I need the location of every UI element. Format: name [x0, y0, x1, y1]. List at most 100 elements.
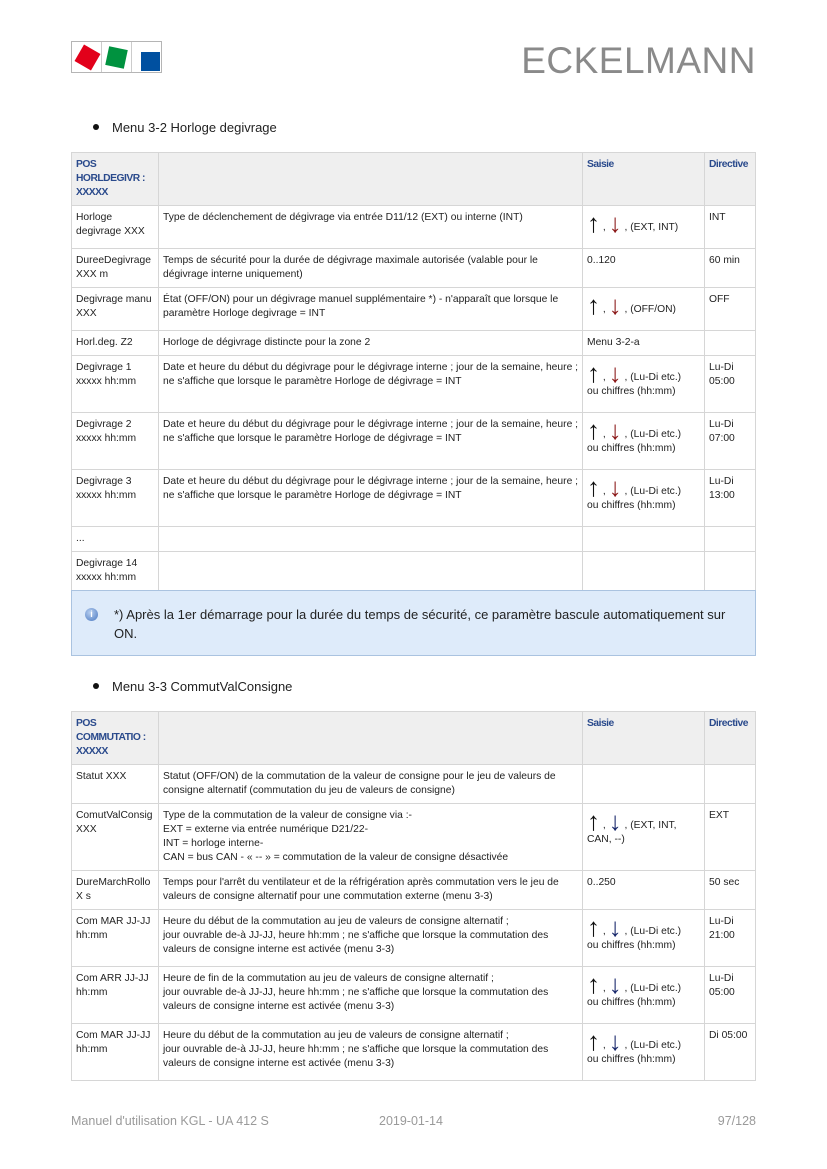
header-row: POS COMMUTATIO : XXXXX Saisie Directive: [71, 711, 756, 765]
saisie-options: , (OFF/ON): [624, 304, 676, 315]
comma: ,: [600, 222, 609, 233]
header-row: POS HORLDEGIVR : XXXXX Saisie Directive: [71, 152, 756, 206]
footer-page: 97/128: [717, 1114, 756, 1128]
description-cell: Temps pour l'arrêt du ventilateur et de …: [158, 870, 583, 910]
arrow-down-icon: ↓: [608, 806, 622, 836]
comma: ,: [600, 1040, 609, 1051]
directive-cell: [704, 330, 756, 356]
column-header: [158, 152, 583, 206]
description-cell: État (OFF/ON) pour un dégivrage manuel s…: [158, 287, 583, 331]
pos-cell: Degivrage manu XXX: [71, 287, 159, 331]
saisie-value: Menu 3-2-a: [587, 337, 640, 348]
table-row: DureMarchRollo X s Temps pour l'arrêt du …: [71, 870, 756, 910]
arrow-up-icon: ↑: [587, 208, 600, 238]
table-row: Degivrage manu XXX État (OFF/ON) pour un …: [71, 287, 756, 331]
saisie-options: , (Lu-Di etc.): [624, 1040, 682, 1051]
description-cell: Heure de fin de la commutation au jeu de…: [158, 966, 583, 1024]
table-row: Com ARR JJ-JJ hh:mm Heure de fin de la co…: [71, 966, 756, 1024]
description-cell: [158, 551, 583, 591]
comma: ,: [600, 304, 609, 315]
column-header: Directive: [704, 711, 756, 765]
column-header: POS HORLDEGIVR : XXXXX: [71, 152, 159, 206]
saisie-cell: 0..120: [582, 248, 705, 288]
column-header: [158, 711, 583, 765]
arrow-down-icon: ↓: [608, 1026, 622, 1056]
saisie-options: , (Lu-Di etc.): [624, 926, 682, 937]
description-cell: Horloge de dégivrage distincte pour la z…: [158, 330, 583, 356]
saisie-extra: ou chiffres (hh:mm): [587, 500, 676, 511]
arrow-up-icon: ↑: [587, 806, 600, 836]
saisie-options: , (EXT, INT): [624, 222, 679, 233]
directive-cell: Lu-Di 05:00: [704, 355, 756, 413]
directive-cell: Di 05:00: [704, 1023, 756, 1081]
saisie-extra: ou chiffres (hh:mm): [587, 386, 676, 397]
section-title-horloge: Menu 3-2 Horloge degivrage: [93, 120, 277, 135]
table-row: ...: [71, 526, 756, 552]
pos-cell: ComutValConsig XXX: [71, 803, 159, 871]
saisie-cell: ↑ , ↓ , (Lu-Di etc.) ou chiffres (hh:mm): [582, 355, 705, 413]
column-header: Saisie: [582, 152, 705, 206]
section-title-commut: Menu 3-3 CommutValConsigne: [93, 679, 292, 694]
saisie-options: , (Lu-Di etc.): [624, 372, 682, 383]
arrow-down-icon: ↓: [608, 208, 622, 238]
arrow-down-icon: ↓: [608, 912, 622, 942]
saisie-cell: [582, 551, 705, 591]
arrow-down-icon: ↓: [608, 290, 622, 320]
table-row: Degivrage 2 xxxxx hh:mm Date et heure du …: [71, 412, 756, 470]
saisie-options: , (Lu-Di etc.): [624, 429, 682, 440]
table-row: Degivrage 14 xxxxx hh:mm: [71, 551, 756, 591]
directive-cell: INT: [704, 205, 756, 249]
column-header: Saisie: [582, 711, 705, 765]
directive-cell: 60 min: [704, 248, 756, 288]
saisie-value: 0..250: [587, 877, 616, 888]
info-note: i *) Après la 1er démarrage pour la durée…: [71, 590, 756, 656]
arrow-up-icon: ↑: [587, 969, 600, 999]
saisie-cell: 0..250: [582, 870, 705, 910]
pos-cell: Horloge degivrage XXX: [71, 205, 159, 249]
arrow-up-icon: ↑: [587, 912, 600, 942]
saisie-extra: ou chiffres (hh:mm): [587, 443, 676, 454]
saisie-cell: ↑ , ↓ , (EXT, INT, CAN, --): [582, 803, 705, 871]
arrow-down-icon: ↓: [608, 969, 622, 999]
table-row: Degivrage 1 xxxxx hh:mm Date et heure du …: [71, 355, 756, 413]
description-cell: Date et heure du début du dégivrage pour…: [158, 469, 583, 527]
description-cell: [158, 526, 583, 552]
saisie-extra: ou chiffres (hh:mm): [587, 1054, 676, 1065]
table-horloge-degivrage: POS HORLDEGIVR : XXXXX Saisie Directive Hor…: [71, 152, 756, 591]
comma: ,: [600, 372, 609, 383]
column-header: POS COMMUTATIO : XXXXX: [71, 711, 159, 765]
saisie-value: 0..120: [587, 255, 616, 266]
saisie-options: , (EXT, INT,: [624, 820, 677, 831]
arrow-up-icon: ↑: [587, 415, 600, 445]
table-row: Degivrage 3 xxxxx hh:mm Date et heure du …: [71, 469, 756, 527]
description-cell: Temps de sécurité pour la durée de dégiv…: [158, 248, 583, 288]
arrow-down-icon: ↓: [608, 358, 622, 388]
info-icon: i: [85, 608, 98, 621]
saisie-cell: ↑ , ↓ , (Lu-Di etc.) ou chiffres (hh:mm): [582, 909, 705, 967]
description-cell: Type de déclenchement de dégivrage via e…: [158, 205, 583, 249]
column-header: Directive: [704, 152, 756, 206]
arrow-up-icon: ↑: [587, 358, 600, 388]
saisie-extra: CAN, --): [587, 834, 625, 845]
description-cell: Date et heure du début du dégivrage pour…: [158, 412, 583, 470]
table-row: Com MAR JJ-JJ hh:mm Heure du début de la …: [71, 909, 756, 967]
saisie-options: , (Lu-Di etc.): [624, 486, 682, 497]
directive-cell: [704, 764, 756, 804]
directive-cell: Lu-Di 21:00: [704, 909, 756, 967]
directive-cell: Lu-Di 13:00: [704, 469, 756, 527]
saisie-extra: ou chiffres (hh:mm): [587, 940, 676, 951]
saisie-cell: ↑ , ↓ , (Lu-Di etc.) ou chiffres (hh:mm): [582, 412, 705, 470]
comma: ,: [600, 926, 609, 937]
directive-cell: Lu-Di 07:00: [704, 412, 756, 470]
comma: ,: [600, 429, 609, 440]
saisie-cell: ↑ , ↓ , (Lu-Di etc.) ou chiffres (hh:mm): [582, 1023, 705, 1081]
pos-cell: Horl.deg. Z2: [71, 330, 159, 356]
pos-cell: Degivrage 14 xxxxx hh:mm: [71, 551, 159, 591]
directive-cell: 50 sec: [704, 870, 756, 910]
pos-cell: DureMarchRollo X s: [71, 870, 159, 910]
saisie-extra: ou chiffres (hh:mm): [587, 997, 676, 1008]
brand-name: ECKELMANN: [521, 40, 756, 81]
table-row: Com MAR JJ-JJ hh:mm Heure du début de la …: [71, 1023, 756, 1081]
saisie-options: , (Lu-Di etc.): [624, 983, 682, 994]
saisie-cell: [582, 764, 705, 804]
